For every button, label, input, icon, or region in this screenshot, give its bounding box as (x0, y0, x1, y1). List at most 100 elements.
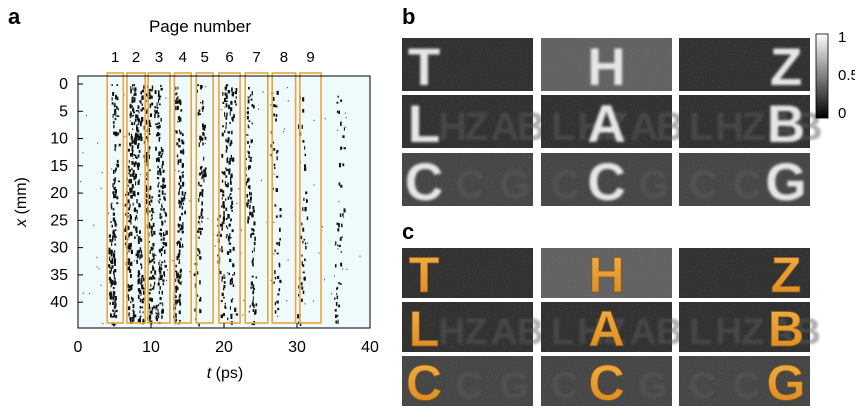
ghost-letter: G (499, 364, 528, 406)
ghost-letter: C (689, 163, 718, 207)
recovered-letter: Z (770, 38, 802, 97)
noise-speck (226, 272, 228, 274)
noise-speck (313, 300, 314, 302)
ghost-letter: Z (464, 310, 487, 352)
overlay-image-tile: C GC (541, 355, 672, 409)
ghost-letter: B (517, 310, 544, 352)
overlay-image-tile: T (402, 247, 533, 303)
recovered-letter: H (587, 38, 625, 97)
noise-speck (287, 87, 289, 89)
colorbar-tick-label: 1 (838, 29, 846, 46)
noise-speck (116, 97, 118, 99)
page-number-label: 1 (111, 49, 119, 66)
noise-speck (286, 300, 288, 302)
noise-speck (204, 86, 206, 88)
noise-speck (85, 114, 87, 117)
recovered-letter: L (408, 95, 440, 154)
noise-speck (318, 252, 320, 254)
noise-speck (324, 117, 326, 120)
overlay-letter: C (588, 355, 624, 409)
x-axis-label: t (ps) (207, 365, 243, 382)
noise-speck (109, 281, 111, 283)
ghost-letter: H (577, 105, 606, 149)
ghost-letter: A (630, 105, 659, 149)
noise-speck (242, 314, 244, 316)
noise-speck (159, 260, 161, 262)
ghost-letter: G (638, 364, 667, 406)
speckle-data (80, 84, 361, 327)
overlay-image-tile: H Z A B L (402, 301, 544, 357)
y-tick-label: 40 (50, 294, 68, 311)
recovered-image-tile: L HZ ABA (541, 95, 685, 154)
noise-speck (359, 255, 361, 257)
noise-speck (234, 88, 236, 90)
noise-speck (345, 126, 347, 128)
ghost-letter: H (438, 310, 465, 352)
ghost-letter: B (517, 105, 546, 149)
ghost-letter: C (456, 364, 483, 406)
noise-speck (129, 120, 131, 122)
noise-speck (307, 242, 309, 244)
y-axis-ticks: 0 5 10 15 20 25 30 35 40 (50, 76, 83, 311)
noise-speck (172, 260, 174, 262)
noise-speck (331, 293, 333, 295)
noise-speck (282, 131, 284, 133)
ghost-letter: A (768, 105, 797, 149)
noise-speck (304, 303, 306, 305)
ghost-letter: H (438, 105, 467, 149)
page-window (271, 72, 297, 324)
overlay-letter: Z (771, 247, 802, 303)
x-tick-label: 40 (361, 339, 379, 356)
ghost-letter: G (499, 163, 530, 207)
noise-speck (246, 111, 248, 114)
recovered-letter: C (587, 153, 625, 212)
noise-speck (108, 212, 109, 214)
noise-speck (258, 108, 259, 110)
page-windows (106, 72, 322, 324)
page-window (106, 72, 125, 324)
overlay-letter: L (409, 301, 440, 357)
noise-speck (139, 173, 141, 175)
noise-speck (93, 224, 95, 226)
noise-speck (146, 130, 147, 132)
noise-speck (132, 157, 134, 159)
recovered-letter: T (408, 38, 440, 97)
ghost-letter: H (715, 310, 742, 352)
noise-speck (189, 271, 191, 273)
noise-speck (131, 167, 133, 169)
noise-speck (273, 221, 275, 223)
noise-speck (166, 269, 168, 271)
noise-speck (149, 132, 150, 134)
noise-speck (199, 223, 201, 225)
noise-speck (324, 279, 325, 281)
y-tick-label: 20 (50, 185, 68, 202)
x-tick-label: 10 (142, 339, 160, 356)
x-tick-label: 0 (74, 339, 83, 356)
noise-speck (98, 268, 100, 270)
recovered-image-tile: L HZ ABB (679, 95, 823, 154)
page-number-label: 9 (306, 49, 314, 66)
noise-speck (272, 92, 274, 94)
noise-speck (82, 292, 84, 294)
noise-speck (313, 184, 315, 186)
noise-speck (220, 109, 222, 111)
noise-speck (241, 229, 242, 231)
echo-trace (154, 84, 168, 324)
recovered-image-tile: Z (679, 38, 810, 97)
noise-speck (96, 266, 98, 268)
noise-speck (247, 218, 249, 221)
y-tick-label: 0 (59, 76, 68, 93)
noise-speck (273, 173, 275, 175)
noise-speck (97, 142, 99, 144)
echo-trace (132, 85, 146, 325)
ghost-letter: Z (464, 105, 488, 149)
noise-speck (232, 120, 234, 123)
echo-trace (108, 84, 121, 327)
recovered-letter: C (405, 153, 443, 212)
recovered-letter: G (765, 153, 806, 212)
noise-speck (345, 117, 347, 119)
ghost-letter: A (630, 310, 657, 352)
